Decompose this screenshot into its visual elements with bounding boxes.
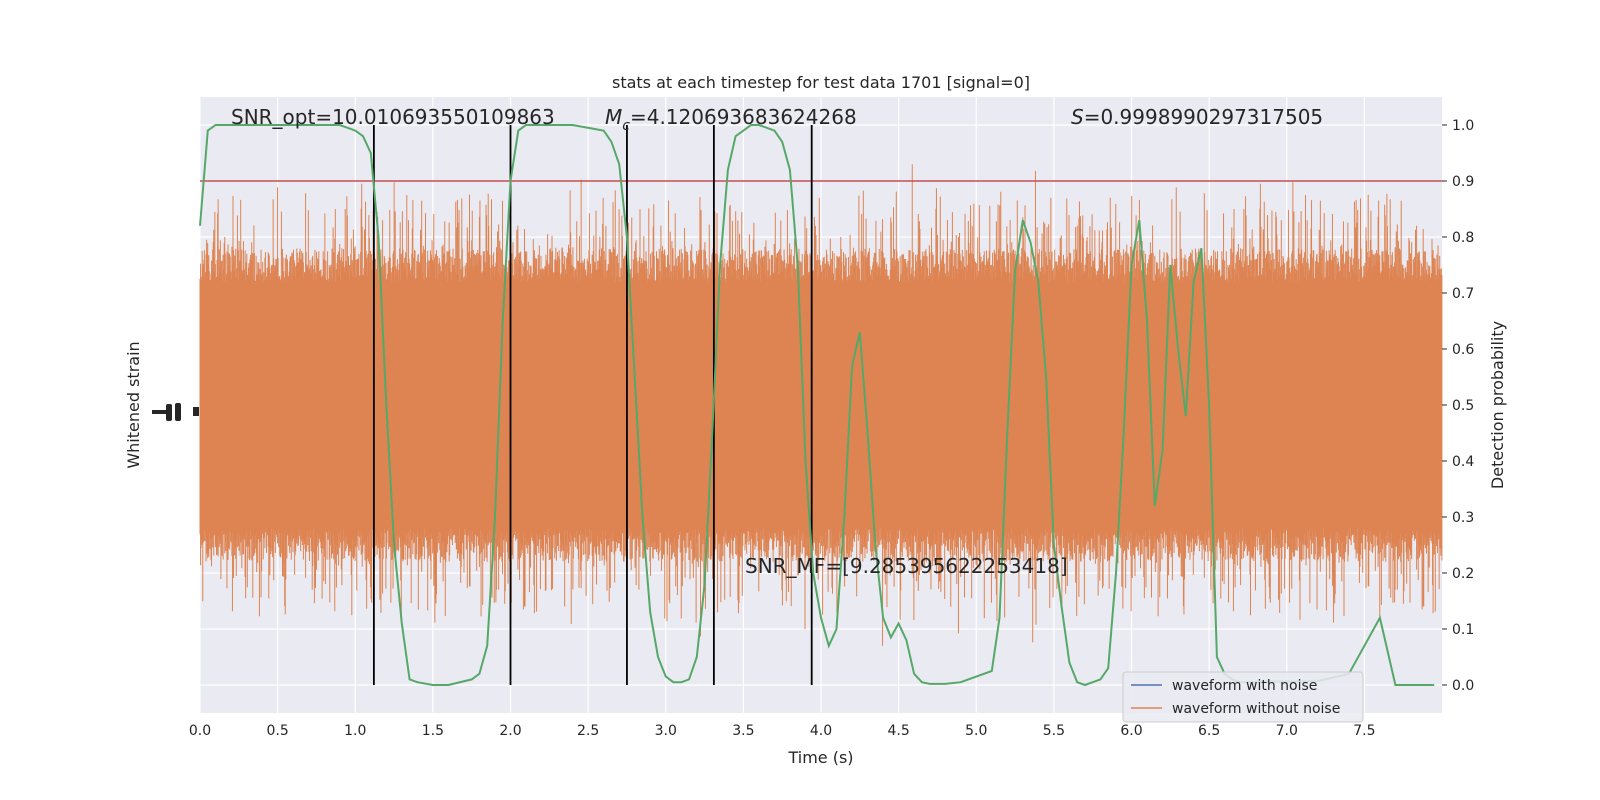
detection-probability-series (199, 124, 1435, 687)
x-tick-label: 3.0 (655, 723, 677, 739)
mc-symbol: M (605, 105, 622, 129)
mc-subscript: c (622, 118, 630, 134)
x-tick-label: 3.5 (732, 723, 754, 739)
detection-probability-line (199, 124, 1435, 687)
x-tick-label: 1.0 (344, 723, 366, 739)
legend-label-with-noise: waveform with noise (1172, 678, 1317, 694)
mc-value: =4.120693683624268 (630, 105, 857, 129)
y-right-tick-label: 0.7 (1452, 286, 1474, 302)
y-left-axis-title: Whitened strain (124, 341, 143, 468)
snr-mf-annotation: SNR_MF=[9.285395622253418] (745, 554, 1068, 578)
x-tick-label: 2.5 (577, 723, 599, 739)
snr-opt-annotation: SNR_opt=10.010693550109863 (231, 105, 555, 129)
y-right-tick-label: 0.1 (1452, 622, 1474, 638)
x-tick-label: 0.5 (266, 723, 288, 739)
chart-title: stats at each timestep for test data 170… (612, 73, 1030, 92)
left-tick-marks (152, 403, 199, 421)
legend-label-without-noise: waveform without noise (1172, 701, 1340, 717)
y-right-tick-label: 0.8 (1452, 230, 1474, 246)
y-right-tick-label: 0.9 (1452, 174, 1474, 190)
legend: waveform with noise waveform without noi… (1122, 671, 1364, 723)
left-tick-mark (175, 403, 181, 421)
x-tick-label: 2.0 (499, 723, 521, 739)
x-tick-label: 0.0 (189, 723, 211, 739)
x-tick-labels: 0.0 0.5 1.0 1.5 2.0 2.5 3.0 3.5 4.0 4.5 5.0 5.5 6.0 6… (189, 723, 1376, 739)
x-tick-label: 4.5 (887, 723, 909, 739)
x-tick-label: 6.0 (1120, 723, 1142, 739)
x-tick-label: 7.0 (1276, 723, 1298, 739)
strain-without-noise-series (199, 164, 1443, 646)
y-right-tick-labels: 0.0 0.1 0.2 0.3 0.4 0.5 0.6 0.7 0.8 0.9 1.0 (1442, 118, 1474, 694)
strain-band (199, 164, 1443, 646)
left-tick-mark (193, 407, 199, 416)
y-right-tick-label: 1.0 (1452, 118, 1474, 134)
x-tick-label: 5.5 (1043, 723, 1065, 739)
left-tick-mark (166, 404, 172, 421)
y-right-tick-label: 0.0 (1452, 678, 1474, 694)
x-tick-label: 6.5 (1198, 723, 1220, 739)
y-right-tick-label: 0.2 (1452, 566, 1474, 582)
legend-box (1122, 671, 1364, 723)
x-tick-label: 1.5 (422, 723, 444, 739)
chirp-mass-annotation: Mc=4.120693683624268 (605, 105, 857, 134)
x-tick-label: 7.5 (1353, 723, 1375, 739)
y-right-axis-title: Detection probability (1488, 321, 1507, 489)
left-tick-mark (152, 410, 166, 414)
x-tick-label: 4.0 (810, 723, 832, 739)
y-right-tick-label: 0.6 (1452, 342, 1474, 358)
s-value: =0.9998990297317505 (1084, 105, 1323, 129)
x-tick-label: 5.0 (965, 723, 987, 739)
y-right-tick-label: 0.3 (1452, 510, 1474, 526)
s-symbol: S (1071, 105, 1084, 129)
y-right-tick-label: 0.4 (1452, 454, 1474, 470)
overlap-annotation: S=0.9998990297317505 (1071, 105, 1323, 129)
y-right-tick-label: 0.5 (1452, 398, 1474, 414)
x-axis-title: Time (s) (787, 748, 853, 767)
